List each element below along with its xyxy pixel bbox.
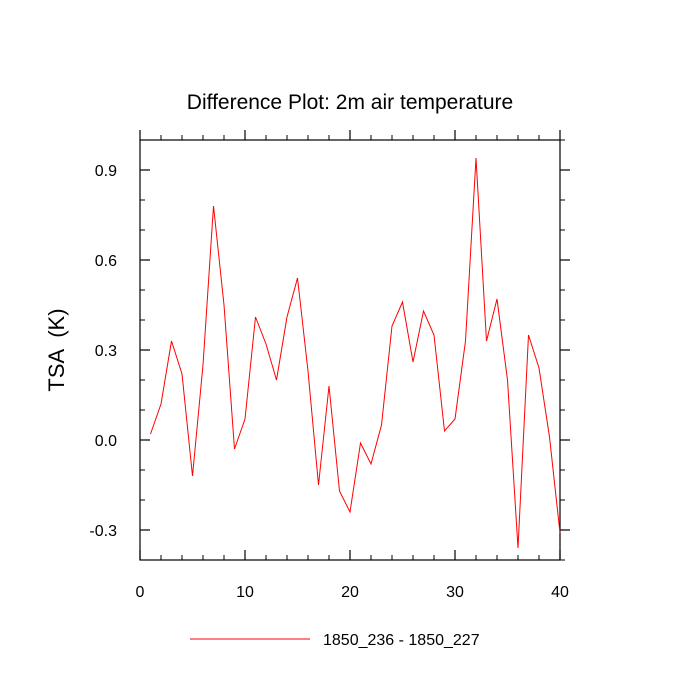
x-tick-label: 10 bbox=[236, 584, 254, 601]
y-tick-label: 0.0 bbox=[95, 433, 117, 450]
y-tick-labels: -0.3 0.0 0.3 0.6 0.9 bbox=[89, 163, 117, 540]
y-tick-label: 0.6 bbox=[95, 253, 117, 270]
x-tick-label: 0 bbox=[136, 584, 145, 601]
major-ticks bbox=[139, 130, 570, 560]
x-tick-labels: 0 10 20 30 40 bbox=[136, 584, 569, 601]
y-axis-label: TSA (K) bbox=[44, 308, 69, 391]
legend-label: 1850_236 - 1850_227 bbox=[323, 632, 480, 649]
x-tick-label: 20 bbox=[341, 584, 359, 601]
legend: 1850_236 - 1850_227 bbox=[190, 632, 480, 649]
x-tick-label: 30 bbox=[446, 584, 464, 601]
plot-frame bbox=[139, 139, 561, 561]
y-tick-label: 0.3 bbox=[95, 343, 117, 360]
chart-title: Difference Plot: 2m air temperature bbox=[187, 91, 513, 114]
x-tick-label: 40 bbox=[551, 584, 569, 601]
minor-ticks bbox=[140, 135, 565, 561]
y-tick-label: 0.9 bbox=[95, 163, 117, 180]
y-tick-label: -0.3 bbox=[89, 523, 117, 540]
series-group bbox=[150, 157, 561, 549]
series-line bbox=[150, 157, 561, 549]
